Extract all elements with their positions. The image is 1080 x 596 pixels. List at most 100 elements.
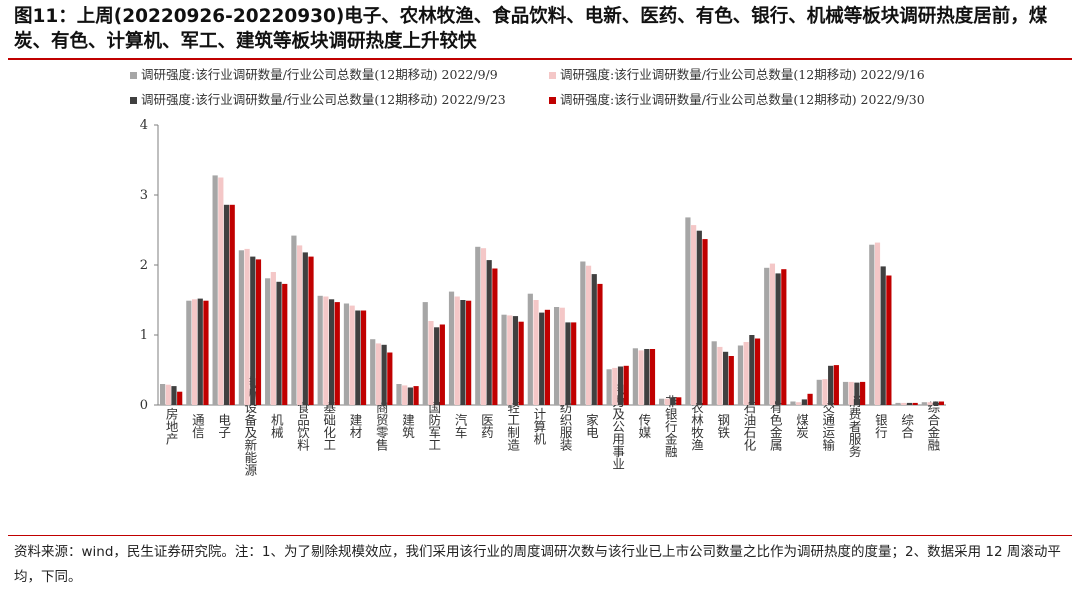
x-tick-label: 国防军工 — [426, 401, 441, 451]
chart-title: 图11：上周(20220926-20220930)电子、农林牧渔、食品饮料、电新… — [14, 6, 1048, 52]
bar — [527, 293, 533, 405]
bar — [676, 397, 682, 405]
bar — [822, 379, 828, 405]
y-tick-label: 2 — [140, 258, 148, 273]
bar — [407, 387, 413, 405]
bar — [781, 269, 787, 405]
bar — [270, 272, 276, 405]
bar — [816, 379, 822, 405]
bar — [244, 248, 250, 405]
bar — [512, 316, 519, 405]
bar — [571, 322, 577, 405]
bar — [860, 381, 866, 405]
bar-chart: 调研强度:该行业调研数量/行业公司总数量(12期移动) 2022/9/9 调研强度… — [130, 67, 946, 477]
bar — [559, 307, 565, 405]
bar — [764, 267, 770, 405]
x-tick-label: 有色金属 — [768, 401, 783, 452]
x-tick-label: 建筑 — [400, 414, 415, 440]
bar — [466, 300, 472, 405]
source-note: 资料来源：wind，民生证券研究院。注：1、为了剔除规模效应，我们采用该行业的周… — [14, 544, 1061, 585]
bar — [276, 281, 282, 405]
bar — [901, 402, 907, 405]
bar — [749, 335, 755, 405]
bar — [854, 382, 860, 405]
x-axis: 房地产 通信 电子 电力设备及新能源 机械 食品饮料 基础化工 建材 商贸零售 建筑 国防军工 汽车医… — [158, 376, 946, 477]
bar — [659, 398, 665, 405]
x-tick-label: 电子 — [216, 414, 231, 439]
bar — [448, 291, 455, 405]
bar — [842, 381, 849, 405]
bar — [597, 283, 603, 405]
bar — [938, 401, 945, 405]
x-tick-label: 家电 — [584, 413, 599, 439]
bar — [291, 235, 297, 405]
chart-legend: 调研强度:该行业调研数量/行业公司总数量(12期移动) 2022/9/9 调研强度… — [130, 67, 925, 107]
x-tick-label: 食品饮料 — [295, 400, 310, 451]
bar — [638, 350, 644, 405]
bar — [486, 260, 492, 405]
bar — [828, 365, 834, 405]
bar — [927, 402, 933, 405]
bar — [381, 344, 387, 405]
bar — [874, 242, 881, 405]
bar — [265, 278, 271, 405]
bar — [334, 302, 340, 405]
x-tick-label: 石油石化 — [742, 401, 757, 452]
y-axis: 0 1 2 3 4 — [140, 118, 159, 413]
bar — [428, 321, 434, 405]
bar — [255, 259, 262, 405]
bar — [370, 339, 376, 405]
bar — [518, 321, 524, 405]
x-tick-label: 建材 — [348, 414, 363, 439]
bar — [480, 248, 487, 405]
bar — [580, 261, 586, 405]
x-tick-label: 医药 — [479, 414, 494, 439]
bar — [323, 296, 329, 405]
bar — [696, 230, 702, 405]
x-tick-label: 通信 — [190, 414, 205, 440]
y-tick-label: 3 — [140, 188, 148, 203]
bar — [297, 245, 303, 405]
bar — [717, 346, 723, 405]
legend-swatch — [549, 97, 556, 104]
x-tick-label: 纺织服装 — [558, 401, 573, 452]
bar — [632, 348, 638, 405]
x-tick-label: 机械 — [269, 414, 284, 439]
bar — [460, 300, 466, 405]
legend-swatch — [549, 72, 556, 79]
bar — [387, 352, 393, 405]
x-tick-label: 农林牧渔 — [689, 401, 704, 451]
bar — [685, 217, 691, 405]
bar — [848, 381, 854, 405]
x-tick-label: 煤炭 — [794, 414, 809, 440]
bar — [711, 341, 717, 405]
bar — [302, 252, 308, 405]
bar — [186, 300, 192, 405]
bar — [360, 310, 367, 405]
bar — [250, 256, 256, 405]
bar — [591, 274, 597, 405]
bar — [475, 246, 481, 405]
bar — [754, 338, 761, 405]
bar — [728, 356, 734, 405]
bar — [617, 366, 624, 405]
bar — [507, 315, 513, 405]
bar — [422, 302, 428, 405]
bar — [413, 386, 419, 405]
bar — [533, 300, 539, 405]
legend-swatch — [130, 72, 137, 79]
y-tick-label: 4 — [140, 118, 148, 133]
bar — [796, 402, 802, 405]
bar — [434, 327, 440, 405]
bar — [895, 402, 901, 405]
bar — [355, 310, 361, 405]
bar — [238, 250, 244, 405]
bar — [623, 365, 629, 405]
legend-label: 调研强度:该行业调研数量/行业公司总数量(12期移动) 2022/9/30 — [560, 92, 925, 107]
legend-label: 调研强度:该行业调研数量/行业公司总数量(12期移动) 2022/9/9 — [141, 67, 498, 82]
bar — [933, 401, 939, 405]
source-divider — [8, 535, 1072, 536]
bar — [612, 367, 618, 405]
legend-swatch — [130, 97, 137, 104]
bar — [921, 402, 927, 405]
